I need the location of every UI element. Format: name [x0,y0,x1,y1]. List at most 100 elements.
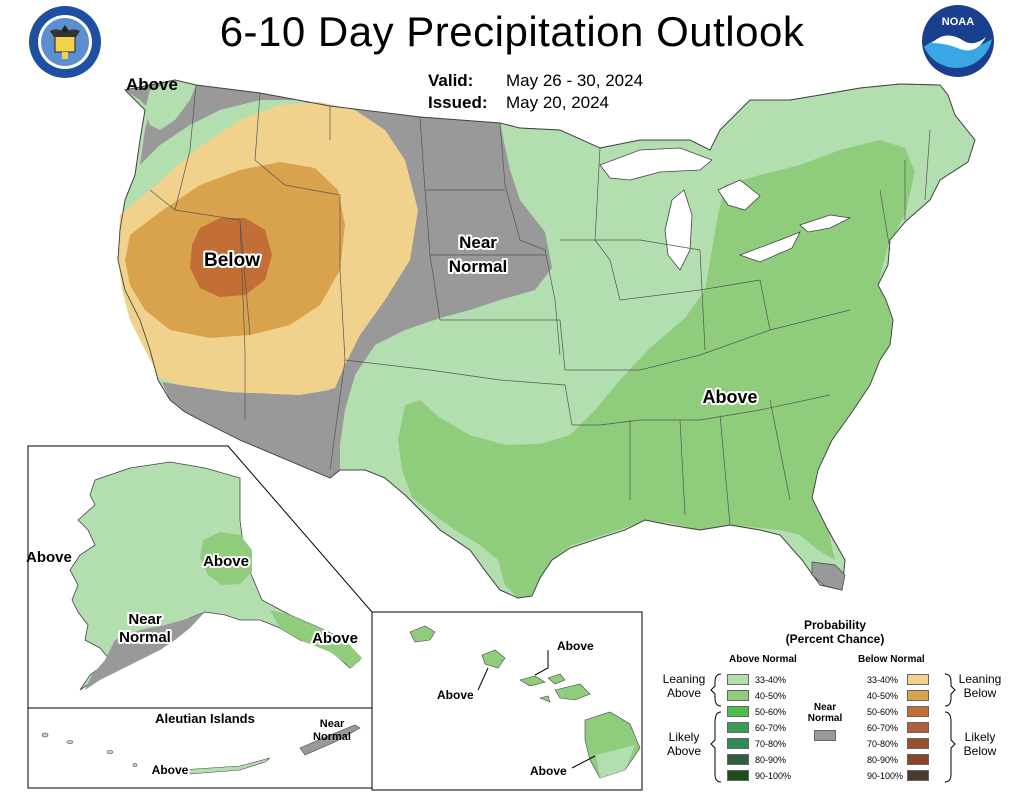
legend-below-bin-swatch [907,706,929,717]
legend-below-bin-swatch [907,674,929,685]
legend-near-line-1: Near [813,702,837,713]
legend-above-bin-swatch [727,722,749,733]
label-ak-near-normal-line-1: Near [128,611,162,628]
legend-braces [710,673,956,783]
legend-above-bin-label: 60-70% [755,723,787,733]
alaska-near-normal-region [85,612,205,690]
legend-below-bin-label: 90-100% [867,771,904,781]
label-near-normal-1-halo: Near [459,233,497,252]
legend-likely-above-line-1: Likely [668,730,700,744]
label-ak-near-1-halo: Near [128,611,162,628]
label-ak-above-se-halo: Above [312,630,358,647]
legend-above-bin-label: 80-90% [755,755,787,765]
legend-above-bin-swatch [727,674,749,685]
aleutian-inset: Aleutian Islands Near Normal Above Above [27,707,373,789]
legend-leaning-above: Leaning Above [659,672,709,700]
alaska-above-likely-region [200,532,252,585]
label-below-west: Below [204,250,260,271]
aleutian-above-label: Above [152,763,189,777]
label-hi-above-w: Above [437,688,474,702]
issued-value: May 20, 2024 [506,93,610,112]
label-above-east-halo: Above [702,387,757,407]
legend-below-bin-swatch [907,754,929,765]
great-lakes [599,147,852,271]
label-near-normal-2-halo: Normal [449,257,508,276]
label-hi-above-ne: Above [557,639,594,653]
label-ak-above-southeast: Above [312,630,358,647]
svg-text:NOAA: NOAA [942,16,974,28]
label-below-west-halo: Below [204,250,260,271]
valid-label: Valid: [428,71,474,90]
alaska-inset: Above Above Above Near Near Normal Norma… [26,445,373,709]
label-near-normal-line-2: Normal [449,257,508,276]
legend-below-header: Below Normal [858,654,925,665]
conus-map: Above Below Below Near Near Normal Norma… [117,75,976,599]
legend-leaning-above-line-1: Leaning [662,672,706,686]
hawaii-big-island-leaning-region [596,745,635,778]
legend-above-bin-label: 50-60% [755,707,787,717]
map-title: 6-10 Day Precipitation Outlook [219,8,805,55]
florida-near-normal-region [811,561,846,591]
legend-above-bin-swatch [727,690,749,701]
label-ak-near-2-halo: Normal [119,629,171,646]
aleutian-above-halo: Above [152,763,189,777]
legend-title-2: (Percent Chance) [785,632,885,646]
legend-above-bin-swatch [727,706,749,717]
aleutian-near-normal-region [299,724,361,756]
legend-leaning-below: Leaning Below [955,672,1005,700]
valid-dates: Valid: May 26 - 30, 2024 Issued: May 20, 2… [428,70,643,114]
legend-above-bin-label: 40-50% [755,691,787,701]
legend-likely-above-line-2: Above [666,744,702,758]
legend-above-bin-label: 90-100% [755,771,792,781]
valid-value: May 26 - 30, 2024 [506,71,644,90]
legend-likely-below-line-2: Below [963,744,997,758]
aleutian-title: Aleutian Islands [155,711,255,726]
label-near-normal-line-1: Near [459,233,497,252]
legend-above-bin-swatch [727,738,749,749]
legend-likely-below: Likely Below [955,730,1005,758]
legend-above-header: Above Normal [729,654,797,665]
legend-above-bin-swatch [727,770,749,781]
label-ak-above-interior: Above [203,553,249,570]
legend-near-normal-swatch [814,730,836,741]
label-ak-above-west: Above [26,549,72,566]
hawaii-above-leader-w [477,667,489,691]
legend-below-bin-label: 40-50% [867,691,899,701]
label-ak-near-normal-line-2: Normal [119,629,171,646]
aleutian-near-normal-line-1: Near [320,718,345,730]
legend-above-bin-label: 70-80% [755,739,787,749]
state-borders [149,84,931,526]
legend-below-bin-swatch [907,722,929,733]
legend-below-bin-swatch [907,738,929,749]
legend-below-bin-swatch [907,690,929,701]
legend-likely-below-line-1: Likely [964,730,996,744]
conus-outline [117,79,976,599]
conus-below-core-region [190,218,272,297]
label-above-northwest: Above [126,75,178,94]
label-hi-above-s: Above [530,764,567,778]
legend-below-bin-label: 50-60% [867,707,899,717]
legend-below-bin-label: 60-70% [867,723,899,733]
aleutian-near-normal-line-2: Normal [313,731,351,743]
issued-label: Issued: [428,93,488,112]
legend-below-bin-label: 70-80% [867,739,899,749]
legend-near-normal-label: Near Normal [807,702,843,724]
noaa-logo-icon: NOAA [922,5,994,77]
legend-above-bin-swatch [727,754,749,765]
hawaii-above-leader-ne [534,650,549,676]
label-ak-above-interior-halo: Above [203,553,249,570]
legend-above-bin-label: 33-40% [755,675,787,685]
probability-legend: Probability (Percent Chance) Above Norma… [655,612,1015,790]
legend-likely-above: Likely Above [659,730,709,758]
legend-near-line-2: Normal [807,713,843,724]
legend-leaning-below-line-2: Below [963,686,997,700]
conus-near-normal-region [125,80,552,478]
legend-below-bin-label: 80-90% [867,755,899,765]
hawaii-above-leader-s [571,755,596,769]
conus-above-likely-region [398,140,915,598]
legend-leaning-above-line-2: Above [666,686,702,700]
legend-leaning-below-line-1: Leaning [958,672,1002,686]
alaska-southeast-above-region [270,610,362,668]
label-above-east: Above [702,387,757,407]
